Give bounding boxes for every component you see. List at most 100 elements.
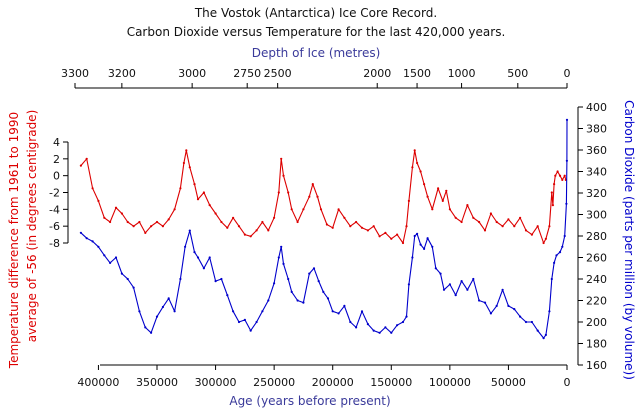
temperature-data-point [280,157,283,160]
temperature-data-point [319,208,323,211]
temperature-data-point [126,220,129,224]
temperature-data-point [337,208,340,211]
co2-data-point [565,202,568,205]
co2-data-point [411,256,414,259]
co2-data-point [196,256,200,259]
temperature-data-point [202,191,205,194]
temperature-data-point [355,220,358,224]
co2-data-point [282,262,285,265]
right-axis-tick-label: 280 [586,230,607,243]
temperature-data-point [109,220,112,224]
co2-data-point [501,288,504,291]
temperature-data-point [103,216,106,219]
co2-data-point [290,290,293,293]
co2-data-point [495,304,498,307]
bottom-axis-tick-label: 400000 [77,376,119,389]
co2-data-point [550,277,553,281]
chart-axes: 3300 3200 3000 2750 2500 2000 1500 1000 500 04000… [49,67,607,389]
co2-data-point [208,256,211,259]
right-axis-tick-label: 320 [586,187,607,200]
temperature-data-point [316,195,319,198]
bottom-axis-tick-label: 250000 [253,376,295,389]
top-axis-tick-label: 500 [507,67,528,80]
temperature-data-point [454,216,457,219]
co2-data-point [97,245,100,248]
bottom-axis-tick-label: 50000 [491,376,526,389]
temperature-data-point [478,220,481,224]
co2-data-point [167,297,170,300]
co2-data-point [214,280,217,283]
co2-data-point [431,245,434,248]
co2-data-point [232,310,235,313]
co2-data-point [472,277,475,281]
bottom-axis-tick-label: 0 [564,376,571,389]
temperature-data-point [161,225,164,228]
co2-data-point [489,312,492,315]
left-axis-label-line1: Temperature difference from 1961 to 1990 [7,112,21,369]
temperature-data-point [79,164,82,167]
temperature-data-point [220,220,223,224]
temperature-data-point [91,187,94,190]
right-axis-tick-label: 240 [586,273,607,286]
temperature-data-point [138,220,141,224]
co2-data-point [302,301,305,304]
temperature-data-point [343,216,346,219]
co2-data-point [423,247,426,250]
temperature-data-point [308,195,311,198]
co2-data-point [407,283,410,286]
co2-data-point [317,280,320,283]
temperature-data-point [302,208,305,211]
left-axis-tick-label: -6 [49,220,60,233]
co2-data-point [519,315,522,318]
temperature-data-point [378,235,381,238]
co2-data-point [460,280,463,283]
bottom-axis-label: Age (years before present) [229,394,390,408]
temperature-data-point [556,170,559,173]
co2-data-point [150,331,153,334]
temperature-data-point [185,149,188,152]
left-axis-tick-label: 2 [53,153,60,166]
co2-data-point [202,267,205,270]
co2-data-point [255,320,258,324]
right-axis-tick-label: 180 [586,338,607,351]
temperature-data-point [445,189,448,192]
temperature-data-point [551,204,555,207]
co2-data-point [442,288,446,291]
co2-data-point [193,251,196,254]
temperature-data-point [366,229,369,232]
right-axis-tick-label: 200 [586,316,607,329]
right-axis-tick-label: 360 [586,144,607,157]
co2-data-point [267,299,270,302]
bottom-axis-tick-label: 300000 [195,376,237,389]
temperature-data-point [193,183,196,186]
temperature-data-point [554,174,557,177]
temperature-data-point [331,226,334,229]
co2-data-point [249,329,252,332]
co2-data-point [343,304,346,307]
co2-data-point [173,310,176,313]
right-axis-tick-label: 380 [586,123,607,136]
top-axis-tick-label: 2500 [264,67,292,80]
temperature-data-point [182,161,185,165]
co2-data-point [405,315,408,318]
co2-data-point [91,240,94,243]
temperature-data-point [472,216,475,219]
co2-data-point [273,282,276,285]
temperature-data-point [167,218,170,221]
co2-data-point [563,234,566,238]
temperature-data-point [524,229,528,232]
co2-data-point [85,237,88,240]
temperature-data-point [273,216,276,219]
temperature-data-point [561,178,564,181]
co2-data-point [308,272,311,275]
temperature-data-point [411,166,414,169]
temperature-series-line [80,149,567,244]
temperature-data-point [489,212,492,215]
co2-data-point [483,301,487,304]
temperature-data-point [416,161,419,165]
temperature-data-point [226,226,229,229]
co2-data-point [448,283,451,286]
temperature-data-point [519,216,522,219]
temperature-data-point [85,157,88,160]
